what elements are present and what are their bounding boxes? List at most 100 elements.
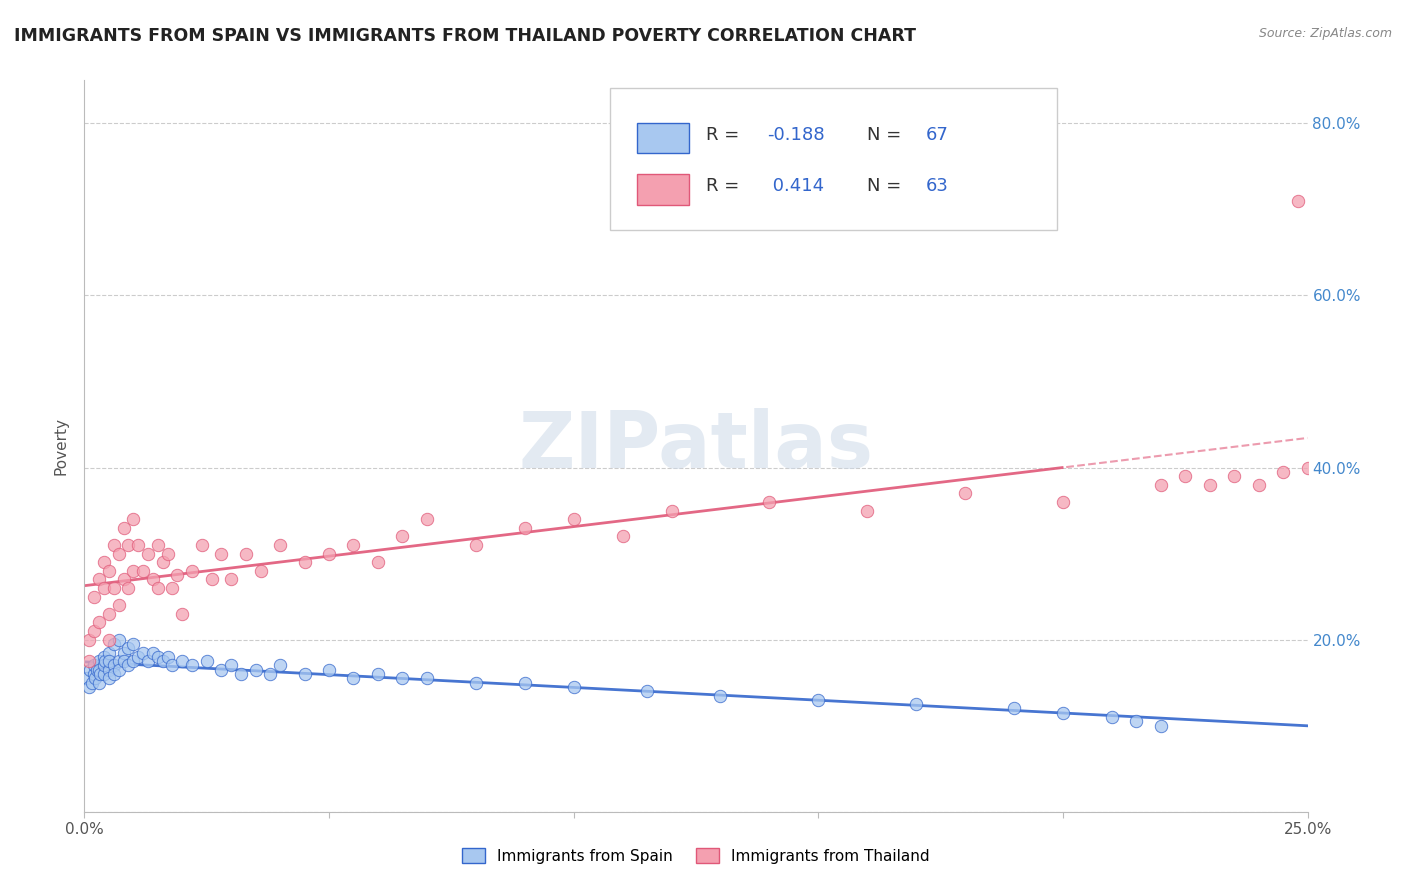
Point	[1272, 465, 1295, 479]
Text: 0.414: 0.414	[766, 178, 824, 195]
Point	[89, 667, 111, 681]
Point	[146, 538, 169, 552]
Point	[127, 538, 149, 552]
Point	[156, 649, 179, 664]
Point	[87, 654, 110, 668]
Point	[294, 667, 316, 681]
Point	[367, 667, 389, 681]
Point	[416, 671, 439, 685]
Point	[172, 607, 194, 621]
Point	[103, 658, 125, 673]
Point	[1296, 460, 1319, 475]
Point	[83, 658, 105, 673]
Text: N =: N =	[868, 178, 907, 195]
Point	[97, 671, 120, 685]
Point	[83, 624, 105, 638]
FancyBboxPatch shape	[637, 123, 689, 153]
Point	[318, 663, 340, 677]
Point	[1286, 194, 1309, 208]
Point	[87, 663, 110, 677]
Point	[209, 663, 232, 677]
Point	[132, 646, 155, 660]
Point	[367, 555, 389, 569]
Point	[97, 663, 120, 677]
Point	[249, 564, 271, 578]
Point	[107, 654, 129, 668]
Point	[1174, 469, 1197, 483]
Point	[103, 637, 125, 651]
Point	[80, 675, 103, 690]
Point	[112, 521, 135, 535]
Point	[195, 654, 218, 668]
Point	[127, 649, 149, 664]
Point	[94, 654, 117, 668]
Point	[103, 538, 125, 552]
Point	[97, 654, 120, 668]
Point	[209, 547, 232, 561]
Legend: Immigrants from Spain, Immigrants from Thailand: Immigrants from Spain, Immigrants from T…	[456, 842, 936, 870]
Point	[162, 581, 184, 595]
Text: R =: R =	[706, 126, 745, 145]
Point	[97, 564, 120, 578]
Point	[112, 573, 135, 587]
Text: N =: N =	[868, 126, 907, 145]
Point	[107, 632, 129, 647]
Point	[259, 667, 281, 681]
Point	[1198, 477, 1220, 491]
Point	[83, 590, 105, 604]
Point	[391, 529, 413, 543]
Y-axis label: Poverty: Poverty	[53, 417, 69, 475]
Point	[87, 615, 110, 630]
Point	[1223, 469, 1246, 483]
Point	[342, 671, 364, 685]
Point	[87, 675, 110, 690]
Point	[235, 547, 257, 561]
Point	[117, 581, 139, 595]
Point	[245, 663, 267, 677]
Point	[117, 641, 139, 656]
Point	[1150, 719, 1173, 733]
Point	[953, 486, 976, 500]
Point	[294, 555, 316, 569]
Point	[1002, 701, 1025, 715]
Point	[103, 667, 125, 681]
Point	[166, 568, 188, 582]
Text: Source: ZipAtlas.com: Source: ZipAtlas.com	[1258, 27, 1392, 40]
Point	[1052, 495, 1074, 509]
Point	[122, 654, 145, 668]
Point	[219, 658, 242, 673]
Point	[269, 538, 291, 552]
Point	[103, 581, 125, 595]
Point	[1125, 714, 1147, 729]
Point	[464, 675, 486, 690]
Point	[391, 671, 413, 685]
Point	[97, 646, 120, 660]
Point	[87, 573, 110, 587]
Point	[93, 555, 115, 569]
Point	[612, 529, 634, 543]
Point	[77, 680, 100, 694]
Point	[219, 573, 242, 587]
Point	[181, 564, 204, 578]
Point	[464, 538, 486, 552]
Point	[856, 503, 879, 517]
Point	[905, 697, 928, 711]
Point	[200, 573, 222, 587]
Point	[122, 564, 145, 578]
Point	[97, 632, 120, 647]
Point	[142, 646, 165, 660]
Point	[79, 663, 101, 677]
Point	[661, 503, 683, 517]
Point	[122, 512, 145, 526]
FancyBboxPatch shape	[610, 87, 1057, 230]
Point	[562, 680, 585, 694]
Point	[76, 671, 98, 685]
Point	[86, 663, 108, 677]
Point	[758, 495, 780, 509]
Text: R =: R =	[706, 178, 745, 195]
Point	[107, 663, 129, 677]
Point	[1052, 706, 1074, 720]
Point	[1101, 710, 1123, 724]
Point	[152, 555, 174, 569]
Point	[83, 667, 105, 681]
